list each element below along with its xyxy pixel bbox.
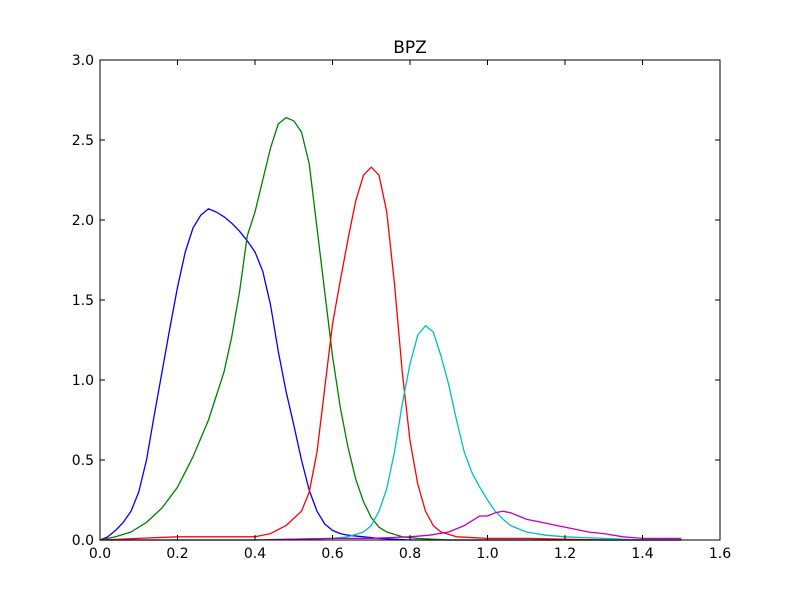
series-line-3 [99,166,682,541]
x-tick-label: 0.0 [89,546,111,562]
x-tick-label: 1.2 [554,546,576,562]
plot-frame [99,59,721,541]
y-tick-label: 0.5 [72,453,94,469]
chart-title: BPZ [393,38,427,58]
x-tick-label: 1.0 [476,546,498,562]
x-tick-label: 1.4 [631,546,653,562]
series-line-4 [100,324,682,541]
y-tick-label: 2.5 [72,133,94,149]
y-tick-label: 3.0 [72,53,94,69]
y-tick-label: 1.0 [72,373,94,389]
x-tick-label: 0.4 [244,546,266,562]
x-tick-label: 0.8 [399,546,421,562]
x-tick-label: 0.6 [321,546,343,562]
x-tick-label: 0.2 [166,546,188,562]
y-tick-label: 0.0 [72,533,94,549]
x-tick-label: 1.6 [709,546,731,562]
tick-label-layer: 0.0 0.2 0.4 0.6 0.8 1.0 1.2 1.4 1.6 0.0 0.5 1.0 1.5 2… [72,53,731,562]
y-tick-label: 1.5 [72,293,94,309]
series-line-1 [99,208,682,541]
y-tick-label: 2.0 [72,213,94,229]
